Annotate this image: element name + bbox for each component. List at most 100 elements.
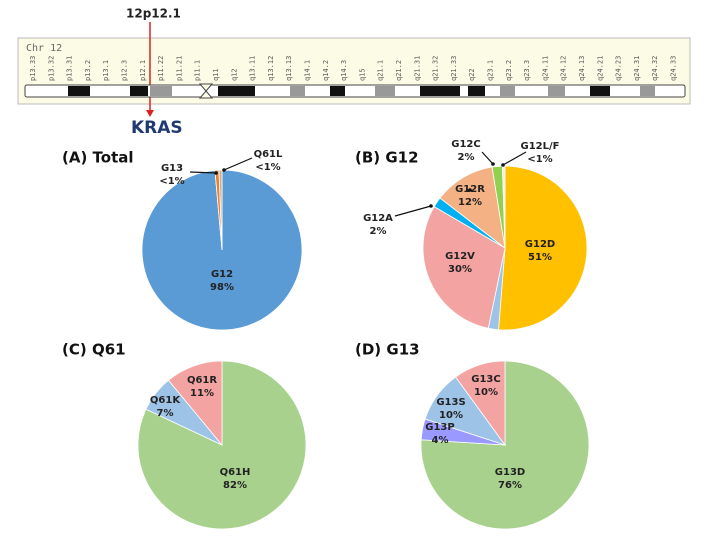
slice-label: Q61R bbox=[187, 375, 217, 386]
locus-arrowhead bbox=[146, 110, 154, 117]
slice-value-label: 4% bbox=[432, 435, 449, 446]
band-label: q24.11 bbox=[541, 56, 549, 81]
slice-value-label: 82% bbox=[223, 480, 247, 491]
slice-value-label: 98% bbox=[210, 282, 234, 293]
slice-value-label: 12% bbox=[458, 197, 482, 208]
chart-title: (B) G12 bbox=[355, 149, 419, 167]
band-label: q13.12 bbox=[267, 56, 275, 81]
band-label: p13.1 bbox=[102, 60, 110, 81]
band-label: q24.23 bbox=[615, 56, 623, 81]
label-arrowhead bbox=[501, 163, 505, 167]
pie-slice bbox=[167, 360, 223, 447]
band-label: q23.2 bbox=[505, 60, 513, 81]
slice-label: G12L/F bbox=[521, 141, 560, 152]
band-label: q24.32 bbox=[651, 56, 659, 81]
chromosome: p13.33 p13.32 p13.31 p13.2 p13.1 p12.3 p12.1 p1… bbox=[24, 56, 686, 99]
label-arrowhead bbox=[491, 162, 495, 166]
slice-label: Q61L bbox=[254, 149, 283, 160]
band-label: q24.31 bbox=[633, 56, 641, 81]
band-label: q12 bbox=[230, 68, 238, 81]
slice-label: G12 bbox=[211, 269, 233, 280]
chromosome-band bbox=[640, 86, 655, 96]
slice-label: G13 bbox=[161, 163, 183, 174]
band-label: p11.22 bbox=[157, 56, 165, 81]
label-arrow bbox=[502, 151, 527, 166]
slice-value-label: <1% bbox=[159, 176, 184, 187]
band-label: p11.1 bbox=[194, 60, 202, 81]
slice-label: G12C bbox=[451, 139, 480, 150]
chromosome-band bbox=[375, 86, 395, 96]
chart-title: (D) G13 bbox=[355, 341, 420, 359]
pie-slice bbox=[137, 360, 307, 530]
gene-label: KRAS bbox=[131, 118, 183, 138]
slice-label: G12V bbox=[445, 251, 475, 262]
chromosome-band bbox=[150, 86, 172, 96]
band-label: q24.13 bbox=[578, 56, 586, 81]
locus-label: 12p12.1 bbox=[126, 7, 181, 21]
band-label: q21.1 bbox=[377, 60, 385, 81]
band-label: p13.2 bbox=[84, 60, 92, 81]
band-label: p13.33 bbox=[29, 56, 37, 81]
slice-label: G13C bbox=[471, 374, 500, 385]
band-label: p13.32 bbox=[47, 56, 55, 81]
pie-slice bbox=[439, 166, 506, 249]
slice-label: Q61H bbox=[220, 467, 251, 478]
pie-slice bbox=[420, 360, 590, 530]
chromosome-band bbox=[420, 86, 460, 96]
slice-label: G13S bbox=[436, 397, 465, 408]
chromosome-band bbox=[590, 86, 610, 96]
centromere bbox=[198, 83, 214, 99]
slice-label: G13P bbox=[425, 422, 454, 433]
chromosome-band bbox=[218, 86, 255, 96]
slice-value-label: 2% bbox=[370, 226, 387, 237]
band-label: q22 bbox=[468, 68, 476, 81]
band-label: q11 bbox=[212, 68, 220, 81]
chromosome-title: Chr 12 bbox=[26, 43, 62, 54]
chart-title: (C) Q61 bbox=[62, 341, 126, 359]
chromosome-band bbox=[330, 86, 345, 96]
band-label: q23.3 bbox=[523, 60, 531, 81]
label-arrow bbox=[394, 205, 432, 217]
band-label: p11.21 bbox=[175, 56, 183, 81]
pie-slice bbox=[422, 206, 506, 329]
band-label: q14.3 bbox=[340, 60, 348, 81]
label-arrowhead bbox=[429, 204, 433, 208]
pie-slice bbox=[218, 169, 223, 251]
slice-value-label: 76% bbox=[498, 480, 522, 491]
band-label: q21.31 bbox=[413, 56, 421, 81]
slice-value-label: 10% bbox=[474, 387, 498, 398]
slice-value-label: 2% bbox=[458, 152, 475, 163]
band-label: q21.33 bbox=[450, 56, 458, 81]
chromosome-band bbox=[68, 86, 90, 96]
label-arrowhead bbox=[222, 168, 226, 172]
band-label: p12.1 bbox=[139, 60, 147, 81]
label-arrowhead bbox=[468, 188, 472, 192]
chromosome-body bbox=[24, 84, 686, 98]
label-arrow bbox=[189, 171, 217, 174]
pie-slice bbox=[498, 165, 588, 331]
slice-value-label: <1% bbox=[527, 154, 552, 165]
slice-label: G12A bbox=[363, 213, 393, 224]
band-label: q14.2 bbox=[322, 60, 330, 81]
slice-value-label: 11% bbox=[190, 388, 214, 399]
band-label: q15 bbox=[358, 68, 366, 81]
band-label: q21.32 bbox=[432, 56, 440, 81]
pie-slice bbox=[455, 360, 506, 447]
label-arrow bbox=[223, 157, 253, 171]
label-arrow bbox=[481, 151, 494, 165]
chart-title: (A) Total bbox=[62, 149, 134, 167]
chromosome-band bbox=[548, 86, 565, 96]
band-label: p13.31 bbox=[66, 56, 74, 81]
band-label: q24.33 bbox=[670, 56, 678, 81]
slice-label: G13D bbox=[495, 467, 525, 478]
band-label: q23.1 bbox=[487, 60, 495, 81]
slice-value-label: 51% bbox=[528, 252, 552, 263]
slice-value-label: 7% bbox=[157, 408, 174, 419]
slice-value-label: <1% bbox=[255, 162, 280, 173]
band-label: q24.21 bbox=[596, 56, 604, 81]
slice-label: Q61K bbox=[150, 395, 181, 406]
band-label: q14.1 bbox=[304, 60, 312, 81]
band-label: q24.12 bbox=[560, 56, 568, 81]
slice-value-label: 10% bbox=[439, 410, 463, 421]
